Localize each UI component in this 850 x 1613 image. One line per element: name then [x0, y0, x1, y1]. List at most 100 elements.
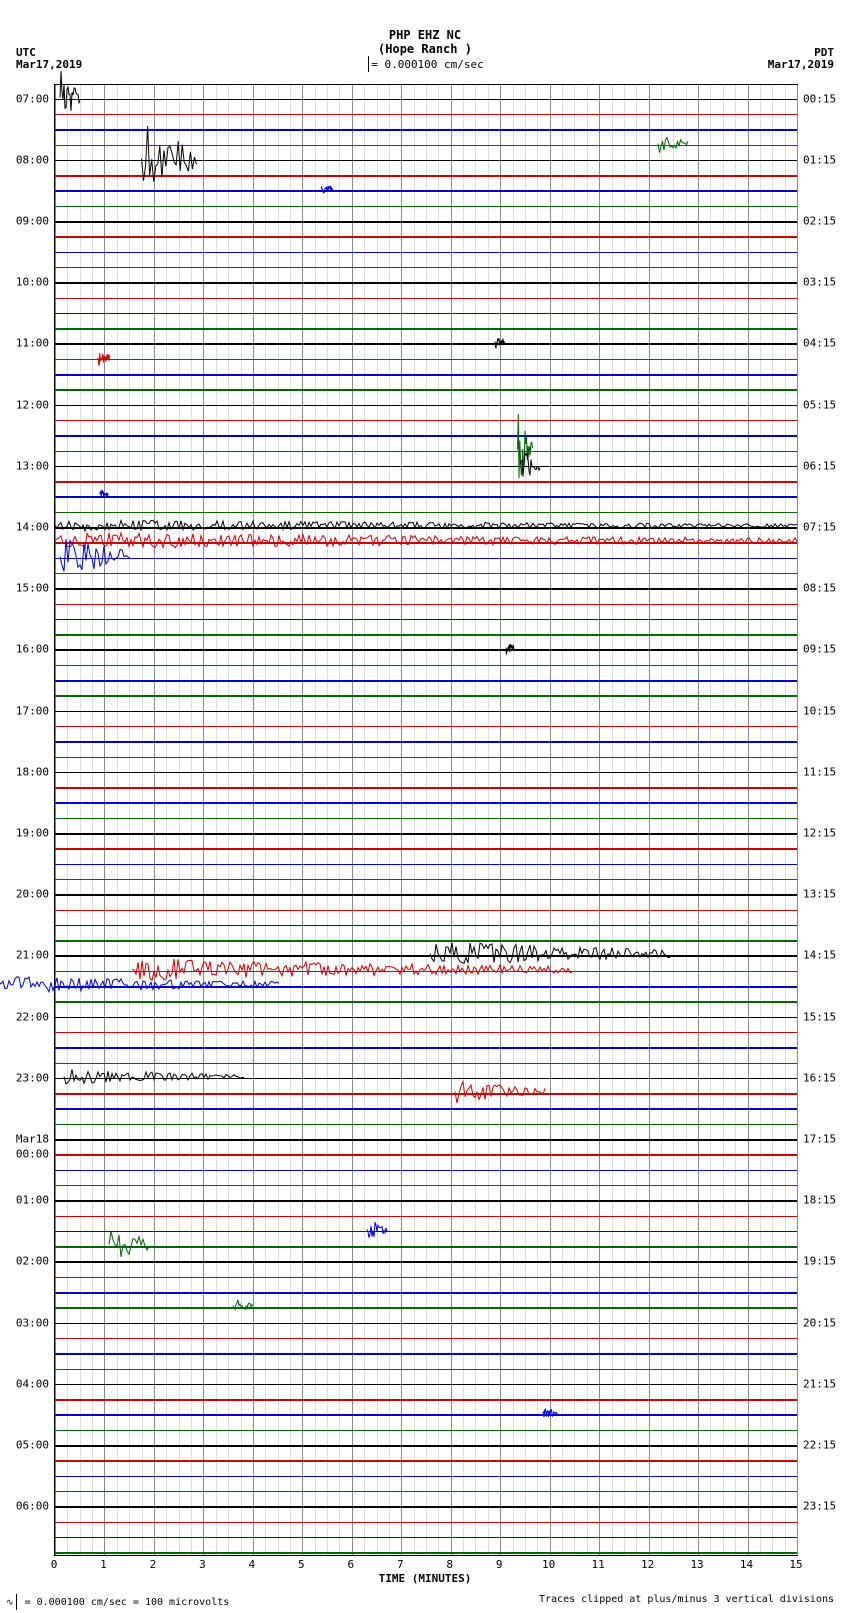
time-label-left: 14:00	[16, 521, 55, 534]
seismic-event	[520, 444, 540, 487]
time-label-right: 05:15	[797, 398, 836, 411]
trace-line	[55, 802, 797, 804]
trace-row	[55, 1239, 797, 1254]
time-label-right: 08:15	[797, 582, 836, 595]
trace-line	[55, 818, 797, 820]
trace-row	[55, 321, 797, 336]
scale-bar-icon	[368, 56, 369, 72]
trace-row	[55, 1024, 797, 1039]
trace-row	[55, 336, 797, 351]
trace-row	[55, 780, 797, 795]
trace-row	[55, 259, 797, 274]
trace-row	[55, 1392, 797, 1407]
x-tick-label: 10	[542, 1558, 555, 1571]
trace-row	[55, 1330, 797, 1345]
seismic-event	[100, 489, 108, 504]
time-label-left: 16:00	[16, 643, 55, 656]
trace-line	[55, 604, 797, 606]
time-label-right: 23:15	[797, 1500, 836, 1513]
trace-row	[55, 1147, 797, 1162]
trace-line	[55, 405, 797, 407]
helicorder-plot: 07:0008:0009:0010:0011:0012:0013:0014:00…	[54, 84, 798, 1556]
trace-row	[55, 841, 797, 856]
trace-row	[55, 229, 797, 244]
time-label-right: 12:15	[797, 827, 836, 840]
time-label-left: 01:00	[16, 1194, 55, 1207]
time-label-right: 09:15	[797, 643, 836, 656]
time-label-left: 13:00	[16, 459, 55, 472]
time-label-left: 07:00	[16, 92, 55, 105]
trace-line	[55, 1261, 797, 1263]
trace-line	[55, 894, 797, 896]
trace-line	[55, 1001, 797, 1003]
trace-row	[55, 825, 797, 840]
trace-line	[55, 1017, 797, 1019]
trace-row	[55, 1346, 797, 1361]
trace-line	[55, 1522, 797, 1524]
trace-row	[55, 1009, 797, 1024]
trace-line	[55, 1063, 797, 1065]
helicorder-container: PHP EHZ NC (Hope Ranch ) = 0.000100 cm/s…	[0, 0, 850, 1613]
trace-line	[55, 1246, 797, 1248]
trace-line	[55, 374, 797, 376]
time-label-left: 22:00	[16, 1010, 55, 1023]
time-label-right: 15:15	[797, 1010, 836, 1023]
x-tick-label: 8	[446, 1558, 453, 1571]
x-tick-label: 7	[397, 1558, 404, 1571]
trace-line	[55, 1445, 797, 1447]
trace-row	[55, 611, 797, 626]
time-label-right: 01:15	[797, 153, 836, 166]
trace-line	[55, 1384, 797, 1386]
seismic-event	[109, 1225, 149, 1268]
time-label-right: 02:15	[797, 215, 836, 228]
trace-line	[55, 481, 797, 483]
trace-row	[55, 489, 797, 504]
trace-row	[55, 810, 797, 825]
time-label-left: 08:00	[16, 153, 55, 166]
trace-row	[55, 397, 797, 412]
trace-row	[55, 458, 797, 473]
time-label-right: 13:15	[797, 888, 836, 901]
trace-row	[55, 1407, 797, 1422]
trace-row	[55, 596, 797, 611]
trace-line	[55, 573, 797, 575]
trace-line	[55, 848, 797, 850]
scale-indicator: = 0.000100 cm/sec	[366, 56, 484, 72]
trace-line	[55, 1506, 797, 1508]
time-label-left: 06:00	[16, 1500, 55, 1513]
time-label-left: 20:00	[16, 888, 55, 901]
trace-row	[55, 856, 797, 871]
trace-row	[55, 1514, 797, 1529]
trace-row	[55, 795, 797, 810]
trace-line	[55, 496, 797, 498]
trace-row	[55, 642, 797, 657]
trace-line	[55, 206, 797, 208]
time-label-left: 12:00	[16, 398, 55, 411]
trace-row	[55, 1193, 797, 1208]
time-label-right: 20:15	[797, 1316, 836, 1329]
time-label-right: 14:15	[797, 949, 836, 962]
trace-row	[55, 1361, 797, 1376]
trace-row	[55, 1545, 797, 1560]
trace-line	[55, 359, 797, 361]
trace-line	[55, 236, 797, 238]
scale-text: = 0.000100 cm/sec	[371, 58, 484, 71]
trace-row	[55, 1315, 797, 1330]
trace-line	[55, 1185, 797, 1187]
time-label-left: 05:00	[16, 1439, 55, 1452]
trace-line	[55, 1154, 797, 1156]
trace-line	[55, 99, 797, 101]
trace-row	[55, 351, 797, 366]
trace-line	[55, 1093, 797, 1095]
seismic-event	[321, 183, 333, 198]
trace-line	[55, 267, 797, 269]
trace-row	[55, 627, 797, 642]
trace-row	[55, 1483, 797, 1498]
time-label-left: 19:00	[16, 827, 55, 840]
trace-line	[55, 1369, 797, 1371]
trace-row	[55, 428, 797, 443]
trace-line	[55, 772, 797, 774]
x-tick-label: 13	[690, 1558, 703, 1571]
trace-row	[55, 474, 797, 489]
trace-line	[55, 588, 797, 590]
